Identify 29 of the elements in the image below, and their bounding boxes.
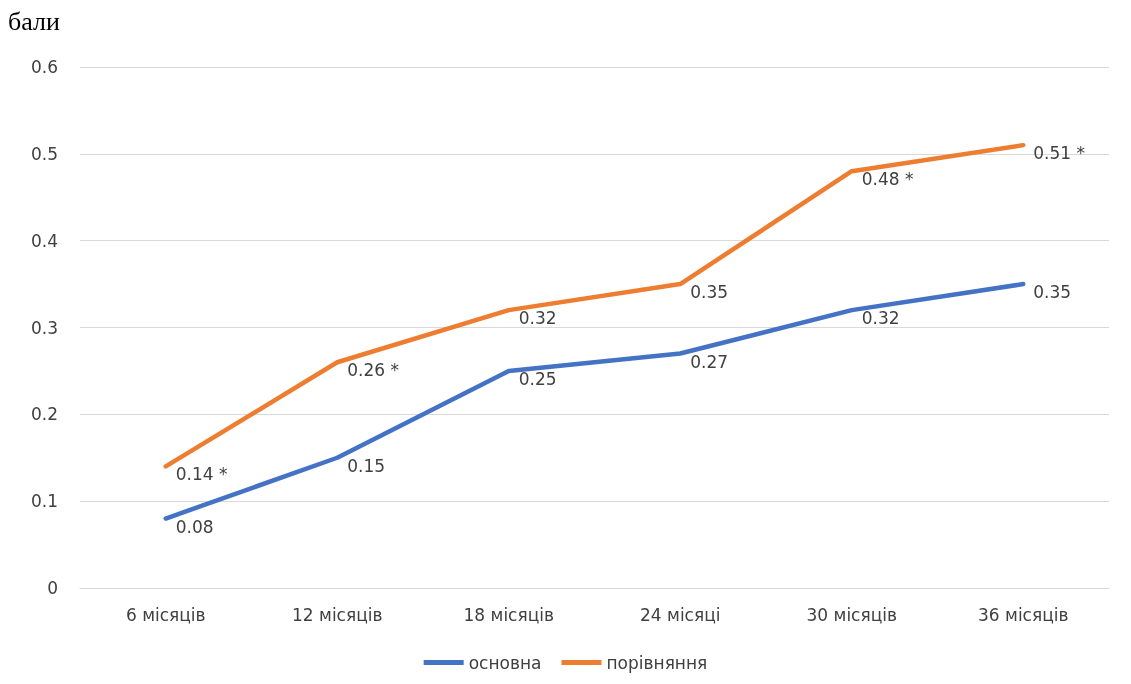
- data-label: 0.35: [690, 282, 729, 303]
- y-tick-label: 0.6: [30, 57, 58, 77]
- data-label: 0.08: [175, 516, 214, 537]
- x-tick-label: 12 місяців: [292, 604, 383, 625]
- x-tick-label: 30 місяців: [806, 604, 897, 625]
- y-tick-label: 0.2: [30, 404, 58, 425]
- y-axis-title: бали: [8, 6, 60, 36]
- legend-label: порівняння: [606, 652, 708, 673]
- x-tick-label: 6 місяців: [125, 604, 206, 625]
- y-tick-label: 0.5: [30, 143, 58, 164]
- data-label: 0.14 *: [175, 464, 228, 485]
- y-tick-label: 0: [47, 578, 58, 598]
- x-tick-label: 18 місяців: [463, 604, 554, 625]
- data-label: 0.35: [1033, 282, 1072, 303]
- data-label: 0.15: [347, 455, 386, 476]
- data-label: 0.26 *: [347, 360, 400, 381]
- data-label: 0.32: [861, 308, 900, 329]
- x-tick-label: 24 місяці: [640, 604, 721, 625]
- legend-label: основна: [468, 652, 542, 673]
- data-label: 0.48 *: [861, 169, 914, 190]
- data-label: 0.27: [690, 351, 729, 372]
- data-label: 0.32: [518, 308, 557, 329]
- line-series: [163, 281, 1026, 521]
- data-label: 0.51 *: [1033, 143, 1086, 164]
- x-tick-label: 36 місяців: [978, 604, 1069, 625]
- y-tick-label: 0.3: [30, 317, 58, 338]
- y-tick-label: 0.1: [30, 491, 58, 512]
- y-tick-label: 0.4: [30, 230, 58, 251]
- data-label: 0.25: [518, 368, 557, 389]
